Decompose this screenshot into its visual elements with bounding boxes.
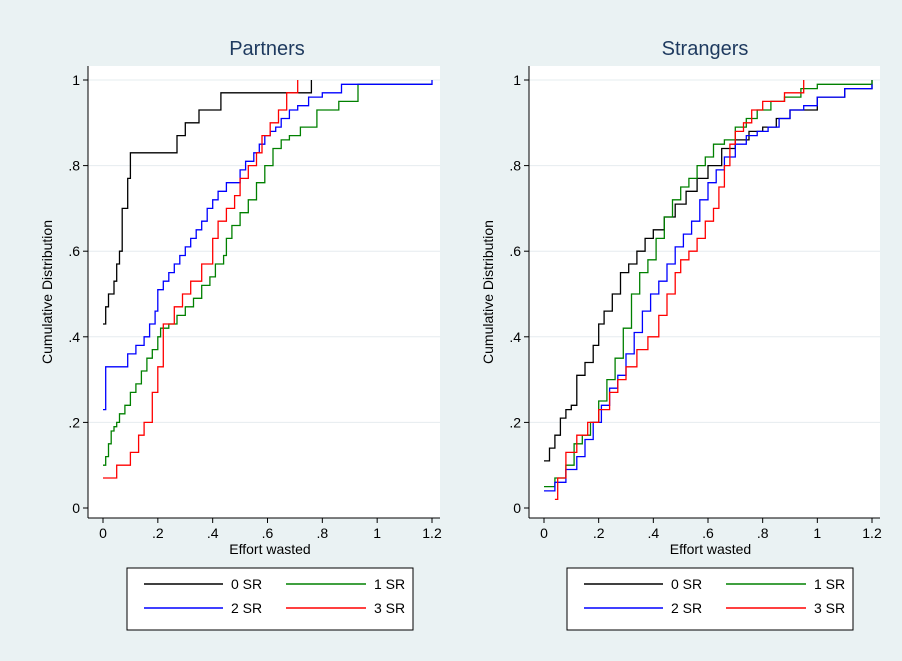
series-line-3-sr	[554, 80, 805, 501]
x-axis-label: Effort wasted	[229, 541, 310, 557]
y-tick-label: 1	[513, 72, 521, 88]
series-line-2-sr	[103, 80, 433, 411]
y-tick-label: .4	[68, 329, 80, 345]
x-tick-label: 1	[373, 525, 381, 541]
legend-box	[566, 567, 854, 631]
y-tick-label: .4	[509, 329, 521, 345]
x-tick-label: 1	[813, 525, 821, 541]
chart-panel-2: Strangers 0 .2 .4 .6 .8 1 0 .2 .4 .6 .8 1 1.2 Effort w…	[480, 38, 882, 631]
legend-label-3-sr: 3 SR	[374, 600, 405, 616]
series-line-3-sr	[103, 80, 299, 479]
y-tick-label: .6	[68, 243, 80, 259]
x-tick-label: .8	[757, 525, 769, 541]
series-line-1-sr	[103, 83, 432, 466]
y-tick-label: .8	[68, 158, 80, 174]
chart-title: Strangers	[662, 38, 749, 60]
x-tick-label: 1.2	[862, 525, 882, 541]
legend-label-3-sr: 3 SR	[814, 600, 845, 616]
x-tick-label: .2	[152, 525, 164, 541]
legend-label-2-sr: 2 SR	[671, 600, 702, 616]
legend-box	[126, 567, 414, 631]
legend: 0 SR 1 SR 2 SR 3 SR	[566, 567, 854, 631]
y-tick-label: 1	[72, 72, 80, 88]
series-line-0-sr	[544, 80, 873, 462]
x-tick-label: .8	[316, 525, 328, 541]
y-tick-label: 0	[513, 500, 521, 516]
legend-label-1-sr: 1 SR	[814, 576, 845, 592]
legend-label-2-sr: 2 SR	[231, 600, 262, 616]
series-line-1-sr	[544, 80, 873, 488]
y-tick-label: 0	[72, 500, 80, 516]
x-tick-label: 0	[99, 525, 107, 541]
plot-area	[88, 66, 440, 518]
x-tick-label: .2	[593, 525, 605, 541]
x-tick-label: .4	[647, 525, 659, 541]
chart-panel-1: Partners 0 .2 .4 .6 .8 1 0 .2 .4 .6 .8 1 1.2 Effort wa…	[39, 38, 442, 631]
x-tick-label: .4	[207, 525, 219, 541]
y-tick-label: .8	[509, 158, 521, 174]
chart-title: Partners	[229, 38, 305, 60]
series-line-0-sr	[103, 80, 313, 325]
legend-label-0-sr: 0 SR	[231, 576, 262, 592]
x-tick-label: 1.2	[422, 525, 442, 541]
y-tick-label: .2	[509, 414, 521, 430]
x-tick-label: .6	[702, 525, 714, 541]
y-axis-label: Cumulative Distribution	[480, 220, 496, 364]
legend-label-1-sr: 1 SR	[374, 576, 405, 592]
x-tick-label: 0	[540, 525, 548, 541]
y-axis-label: Cumulative Distribution	[39, 220, 55, 364]
y-tick-label: .6	[509, 243, 521, 259]
x-tick-label: .6	[262, 525, 274, 541]
legend: 0 SR 1 SR 2 SR 3 SR	[126, 567, 414, 631]
y-tick-label: .2	[68, 414, 80, 430]
plot-area	[529, 66, 880, 518]
x-axis-label: Effort wasted	[670, 541, 751, 557]
legend-label-0-sr: 0 SR	[671, 576, 702, 592]
